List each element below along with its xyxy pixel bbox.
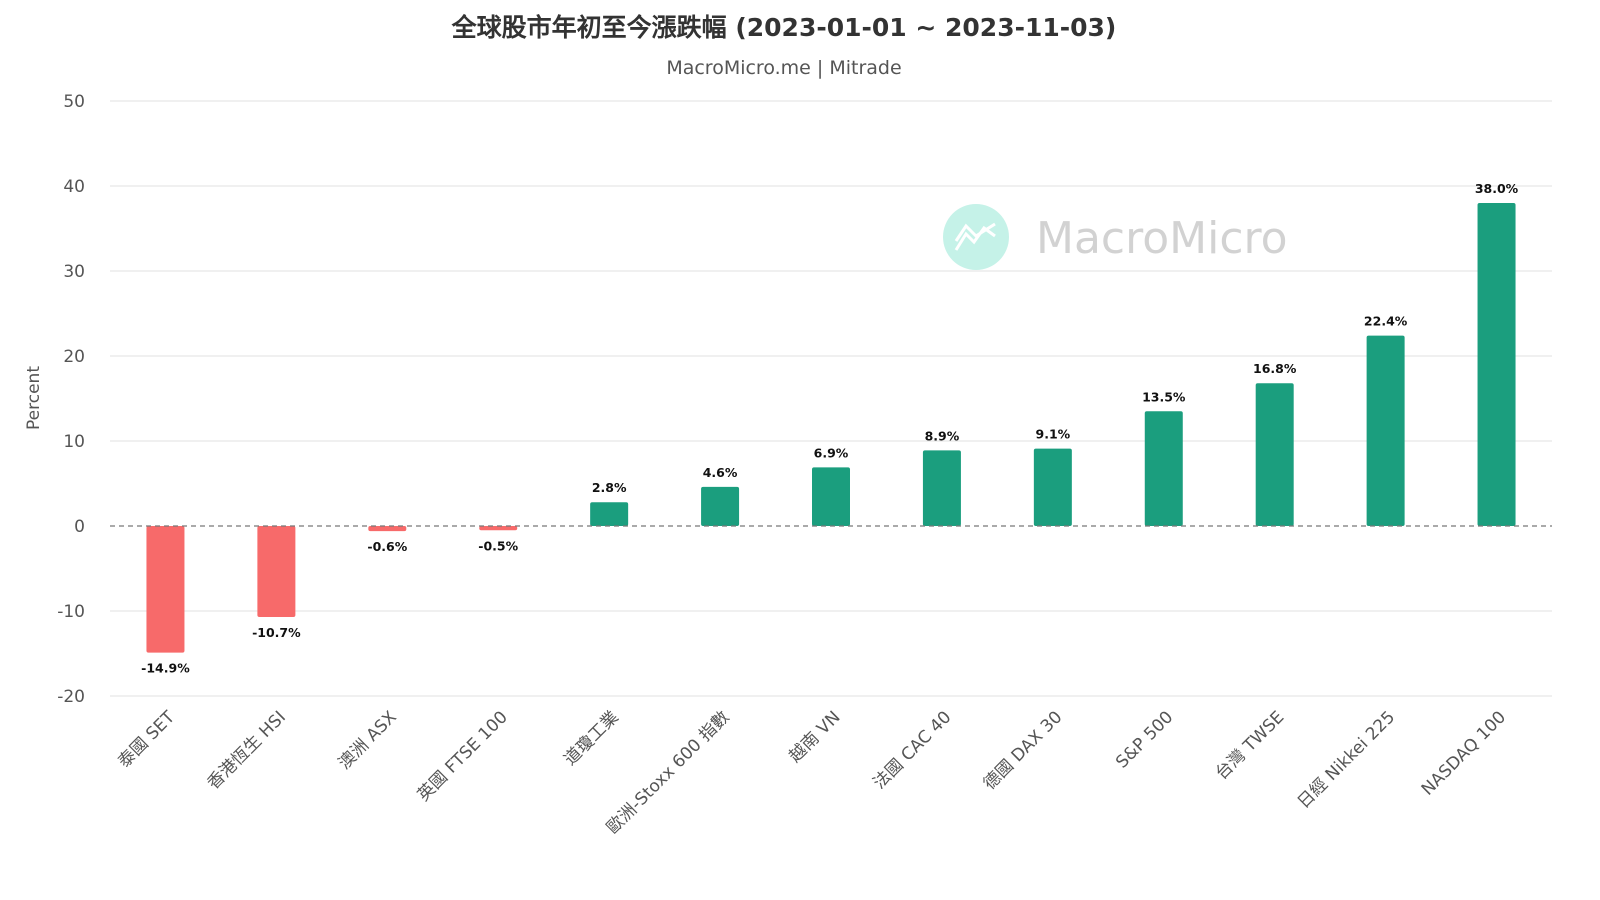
bar [479,526,518,531]
bar [1033,448,1072,526]
data-label: -14.9% [141,661,190,676]
x-tick-label: S&P 500 [1112,707,1177,772]
y-tick-label: 40 [63,177,85,197]
watermark: MacroMicro [943,204,1288,270]
bar [1255,383,1294,526]
data-label: 6.9% [814,445,849,460]
data-label: 38.0% [1475,181,1519,196]
x-tick-label: 香港恆生 HSI [204,707,290,793]
chart-subtitle: MacroMicro.me | Mitrade [666,57,901,79]
data-label: 16.8% [1253,361,1297,376]
bar [1144,411,1183,526]
chart-title: 全球股市年初至今漲跌幅 (2023-01-01 ~ 2023-11-03) [451,13,1117,42]
data-label: 9.1% [1036,427,1071,442]
macromicro-logo-icon [943,204,1009,270]
x-tick-label: 日經 Nikkei 225 [1294,707,1399,812]
y-tick-label: -10 [57,602,85,622]
data-label: -0.6% [367,539,407,554]
x-tick-label: 英國 FTSE 100 [414,707,512,805]
x-tick-label: 歐洲-Stoxx 600 指數 [603,707,734,838]
bar [1477,203,1516,526]
data-label: -0.5% [478,538,518,553]
y-tick-label: -20 [57,687,85,707]
x-tick-label: 法國 CAC 40 [870,707,956,793]
bar [590,502,629,526]
data-label: 2.8% [592,480,627,495]
bar [1366,335,1405,526]
bar [812,467,850,526]
y-tick-label: 10 [63,432,85,452]
data-label: 13.5% [1142,389,1186,404]
data-labels: -14.9% -10.7% -0.6% -0.5% 2.8% 4.6% 6.9% 8.9% 9.… [141,181,1519,676]
y-axis: 50 40 30 20 10 0 -10 -20 [57,92,85,707]
data-label: 22.4% [1364,314,1408,329]
bars [146,203,1516,653]
x-tick-label: 越南 VN [785,707,844,766]
x-tick-label: 澳洲 ASX [335,707,401,773]
y-tick-label: 20 [63,347,85,367]
bar [368,526,407,532]
x-tick-label: NASDAQ 100 [1418,707,1510,799]
x-axis: 泰國 SET 香港恆生 HSI 澳洲 ASX 英國 FTSE 100 道瓊工業歐洲-St… [114,707,1510,838]
x-tick-label: 道瓊工業 [560,707,622,769]
data-label: -10.7% [252,625,301,640]
bar [922,450,961,526]
y-axis-label: Percent [24,366,44,430]
x-tick-label: 泰國 SET [114,707,179,772]
data-label: 4.6% [703,465,738,480]
data-label: 8.9% [925,428,960,443]
y-tick-label: 50 [63,92,85,112]
y-tick-label: 0 [74,517,85,537]
bar [257,526,296,617]
x-tick-label: 台灣 TWSE [1212,707,1288,783]
x-tick-label: 德國 DAX 30 [980,707,1067,794]
watermark-text: MacroMicro [1036,213,1288,264]
bar [146,526,185,653]
grid [110,100,1552,697]
y-tick-label: 30 [63,262,85,282]
bar [701,486,740,526]
